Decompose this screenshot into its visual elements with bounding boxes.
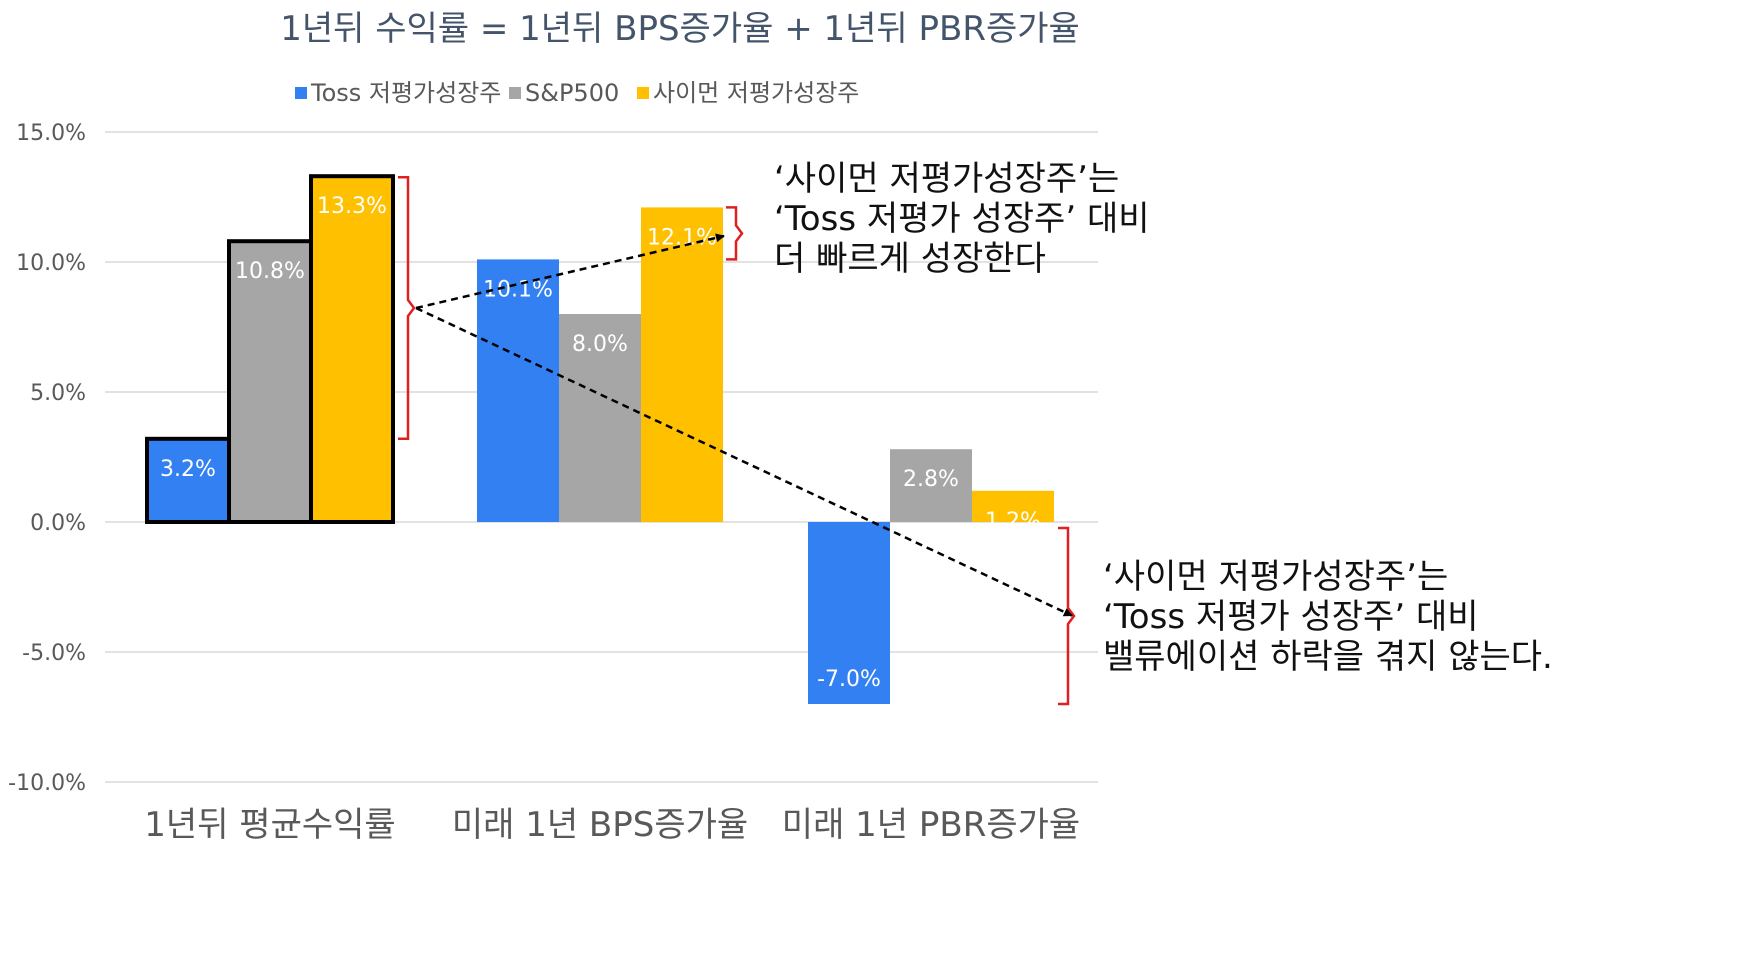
y-tick-label-5: -10.0% (8, 771, 86, 796)
arrow-to-pbr (415, 306, 1073, 617)
legend-label-1: S&P500 (525, 79, 619, 107)
legend-swatch-0 (295, 87, 307, 99)
category-label-1: 미래 1년 BPS증가율 (452, 805, 748, 845)
bracket-bps-growth (726, 206, 744, 261)
annotation-0-line-0: ‘사이먼 저평가성장주’는 (774, 159, 1119, 199)
chart-title: 1년뒤 수익률 = 1년뒤 BPS증가율 + 1년뒤 PBR증가율 (280, 9, 1080, 49)
data-label-series2-cat1: 12.1% (647, 225, 717, 250)
bracket-pbr-growth (1058, 526, 1076, 706)
y-axis: 15.0% 10.0% 5.0% 0.0% -5.0% -10.0% (8, 121, 86, 796)
legend: Toss 저평가성장주 S&P500 사이먼 저평가성장주 (295, 79, 859, 107)
data-label-series2-cat0: 13.3% (317, 194, 387, 219)
data-label-series0-cat1: 10.1% (483, 277, 553, 302)
category-label-2: 미래 1년 PBR증가율 (782, 805, 1080, 845)
legend-label-2: 사이먼 저평가성장주 (653, 79, 859, 107)
data-label-series0-cat0: 3.2% (160, 457, 216, 482)
y-tick-label-2: 5.0% (30, 381, 86, 406)
bar-series0-cat1 (477, 259, 559, 522)
legend-label-0: Toss 저평가성장주 (310, 79, 501, 107)
bar-series1-cat0 (227, 239, 313, 524)
y-tick-label-0: 15.0% (16, 121, 86, 146)
y-tick-label-1: 10.0% (16, 251, 86, 276)
annotation-0-line-2: 더 빠르게 성장한다 (774, 239, 1046, 279)
data-label-series0-cat2: -7.0% (817, 667, 881, 692)
annotation-0-line-1: ‘Toss 저평가 성장주’ 대비 (774, 199, 1150, 239)
data-label-series1-cat1: 8.0% (572, 332, 628, 357)
bar-series2-cat2 (972, 490, 1054, 522)
bar-series1-cat1 (559, 314, 641, 522)
annotation-1-line-0: ‘사이먼 저평가성장주’는 (1103, 557, 1448, 597)
annotations: ‘사이먼 저평가성장주’는‘Toss 저평가 성장주’ 대비더 빠르게 성장한다… (398, 159, 1553, 706)
data-label-series1-cat2: 2.8% (903, 467, 959, 492)
x-axis: 1년뒤 평균수익률 미래 1년 BPS증가율 미래 1년 PBR증가율 (144, 805, 1080, 845)
bar-series1-cat2 (890, 449, 972, 522)
data-labels: 3.2% 10.1% -7.0% 10.8% 8.0% 2.8% 13.3% 12.1% 1.2… (160, 194, 1041, 692)
annotation-1-line-2: 밸류에이션 하락을 겪지 않는다. (1103, 637, 1553, 677)
bars (145, 174, 1054, 704)
y-tick-label-3: 0.0% (30, 511, 86, 536)
legend-swatch-1 (509, 87, 521, 99)
bar-series2-cat0 (309, 174, 395, 524)
bar-series0-cat2 (808, 522, 890, 704)
legend-swatch-2 (637, 87, 649, 99)
arrow-to-bps (415, 233, 725, 310)
category-label-0: 1년뒤 평균수익률 (144, 805, 395, 845)
bracket-avg-return (398, 175, 416, 441)
bar-series0-cat0 (145, 436, 231, 524)
data-label-series2-cat2: 1.2% (985, 509, 1041, 534)
annotation-1-line-1: ‘Toss 저평가 성장주’ 대비 (1103, 597, 1479, 637)
data-label-series1-cat0: 10.8% (235, 259, 305, 284)
y-tick-label-4: -5.0% (22, 641, 86, 666)
bar-series2-cat1 (641, 207, 723, 522)
